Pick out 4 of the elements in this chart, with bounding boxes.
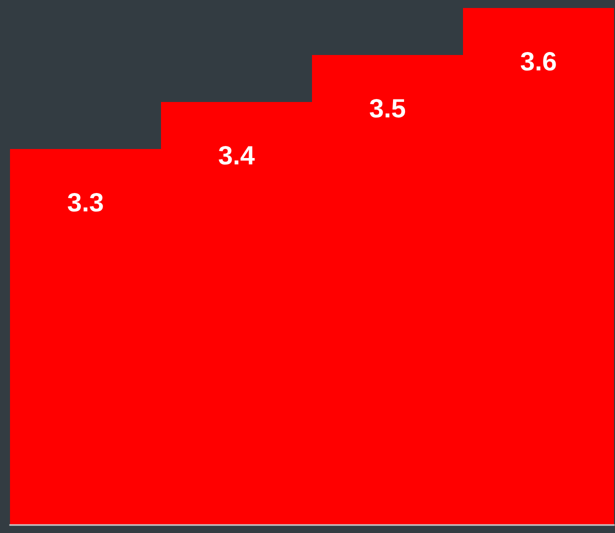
data-label: 3.3 xyxy=(68,192,103,212)
data-label: 3.5 xyxy=(370,98,406,118)
data-label: 3.6 xyxy=(520,52,556,71)
data-label: 3.4 xyxy=(218,146,255,165)
